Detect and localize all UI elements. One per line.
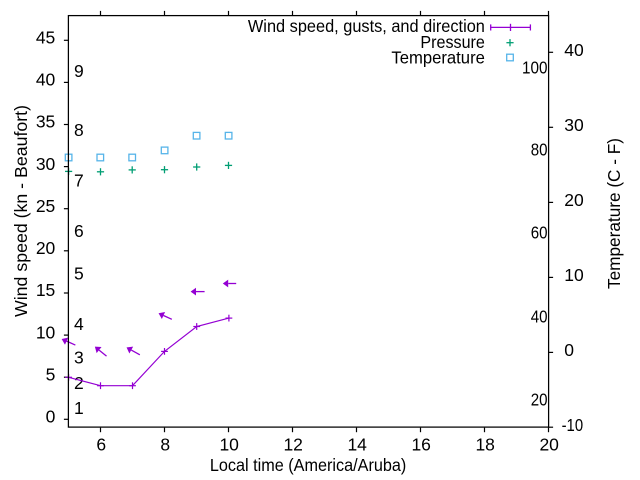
- svg-text:10: 10: [36, 322, 56, 342]
- svg-text:Local time (America/Aruba): Local time (America/Aruba): [210, 455, 407, 475]
- svg-text:Temperature (C - F): Temperature (C - F): [604, 138, 624, 289]
- svg-text:1: 1: [74, 398, 84, 418]
- svg-text:3: 3: [74, 348, 84, 368]
- svg-text:45: 45: [36, 27, 55, 47]
- svg-text:35: 35: [36, 112, 55, 132]
- svg-text:30: 30: [36, 154, 56, 174]
- svg-text:10: 10: [564, 265, 584, 285]
- svg-text:6: 6: [96, 435, 106, 455]
- svg-text:14: 14: [347, 435, 367, 455]
- svg-text:7: 7: [74, 171, 84, 191]
- svg-text:5: 5: [46, 364, 56, 384]
- svg-text:10: 10: [219, 435, 239, 455]
- svg-text:2: 2: [74, 373, 84, 393]
- svg-text:5: 5: [74, 263, 84, 283]
- svg-text:6: 6: [74, 221, 84, 241]
- svg-text:9: 9: [74, 61, 84, 81]
- svg-text:20: 20: [539, 435, 559, 455]
- svg-text:0: 0: [46, 407, 56, 427]
- svg-text:12: 12: [283, 435, 302, 455]
- svg-text:Wind speed, gusts, and directi: Wind speed, gusts, and direction: [248, 16, 485, 36]
- svg-text:Temperature: Temperature: [391, 48, 485, 68]
- svg-text:20: 20: [531, 390, 548, 410]
- svg-text:15: 15: [36, 280, 55, 300]
- svg-text:20: 20: [36, 238, 56, 258]
- svg-text:8: 8: [74, 120, 84, 140]
- svg-text:0: 0: [564, 340, 574, 360]
- svg-text:25: 25: [36, 196, 55, 216]
- svg-text:4: 4: [74, 314, 84, 334]
- svg-text:100: 100: [522, 57, 548, 77]
- svg-text:18: 18: [475, 435, 494, 455]
- svg-text:40: 40: [564, 40, 584, 60]
- svg-text:60: 60: [531, 223, 548, 243]
- svg-text:Pressure: Pressure: [420, 32, 485, 52]
- svg-text:80: 80: [531, 139, 548, 159]
- svg-text:40: 40: [36, 70, 56, 90]
- svg-text:Wind speed (kn - Beaufort): Wind speed (kn - Beaufort): [11, 105, 31, 317]
- svg-text:16: 16: [411, 435, 430, 455]
- svg-text:-10: -10: [562, 415, 584, 435]
- svg-text:30: 30: [564, 115, 584, 135]
- svg-text:20: 20: [564, 190, 584, 210]
- svg-text:40: 40: [531, 306, 548, 326]
- svg-text:8: 8: [160, 435, 170, 455]
